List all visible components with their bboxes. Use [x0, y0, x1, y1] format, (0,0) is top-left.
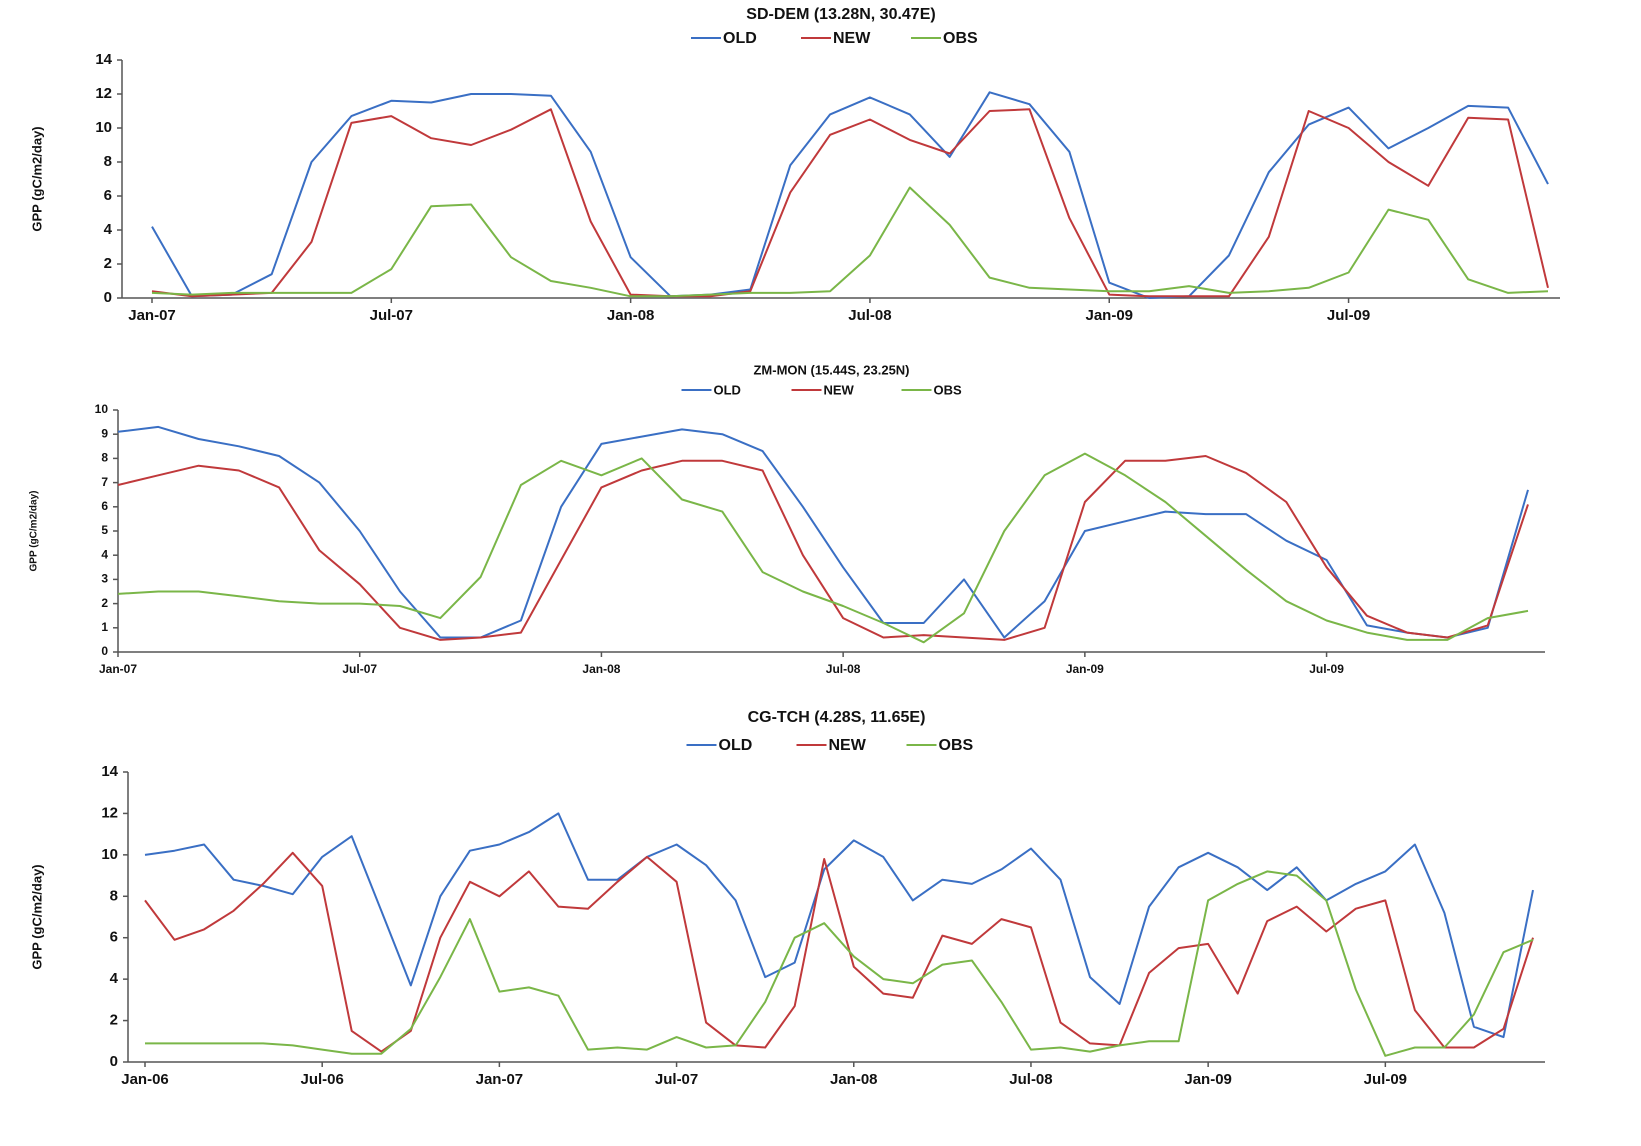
x-tick-label: Jul-09 [1327, 307, 1370, 324]
y-tick-label: 8 [104, 153, 112, 170]
chart-title: CG-TCH (4.28S, 11.65E) [748, 709, 926, 726]
y-tick-label: 10 [95, 402, 109, 416]
x-tick-label: Jan-09 [1184, 1071, 1232, 1088]
series-line [117, 452, 1529, 644]
y-tick-label: 6 [110, 929, 118, 946]
y-tick-label: 7 [101, 475, 108, 489]
series-line [144, 812, 1534, 1039]
y-tick-label: 14 [101, 763, 118, 780]
y-tick-label: 12 [95, 85, 112, 102]
x-tick-label: Jan-06 [121, 1071, 169, 1088]
y-tick-label: 14 [95, 51, 112, 68]
legend-label: OLD [714, 382, 741, 397]
x-tick-label: Jan-08 [607, 307, 655, 324]
x-tick-label: Jul-07 [370, 307, 413, 324]
x-tick-label: Jan-09 [1085, 307, 1133, 324]
y-tick-label: 6 [104, 187, 112, 204]
y-tick-label: 2 [110, 1012, 118, 1029]
series-line [117, 425, 1529, 639]
y-tick-label: 1 [101, 620, 108, 634]
legend-label: OLD [719, 737, 753, 754]
x-tick-label: Jan-09 [1066, 662, 1104, 676]
y-tick-label: 2 [104, 255, 112, 272]
series-line [144, 851, 1534, 1053]
x-tick-label: Jan-07 [476, 1071, 524, 1088]
legend-label: NEW [833, 30, 871, 47]
series-line [151, 91, 1549, 299]
chart-title: SD-DEM (13.28N, 30.47E) [746, 6, 935, 23]
y-tick-label: 0 [101, 644, 108, 658]
x-tick-label: Jul-08 [848, 307, 891, 324]
x-tick-label: Jan-07 [99, 662, 137, 676]
y-tick-label: 8 [101, 451, 108, 465]
y-axis-label: GPP (gC/m2/day) [29, 864, 44, 969]
y-tick-label: 4 [110, 970, 119, 987]
legend-label: NEW [824, 382, 855, 397]
y-tick-label: 0 [104, 289, 112, 306]
x-tick-label: Jan-07 [128, 307, 176, 324]
y-tick-label: 0 [110, 1053, 118, 1070]
series-line [145, 870, 1534, 1057]
y-tick-label: 10 [101, 846, 118, 863]
legend-label: OBS [934, 382, 963, 397]
x-tick-label: Jul-06 [301, 1071, 344, 1088]
x-tick-label: Jul-09 [1309, 662, 1344, 676]
legend-label: NEW [829, 737, 867, 754]
y-tick-label: 8 [110, 887, 118, 904]
y-tick-label: 2 [101, 596, 108, 610]
legend-label: OBS [943, 30, 978, 47]
x-tick-label: Jul-07 [342, 662, 377, 676]
y-tick-label: 4 [101, 547, 108, 561]
y-tick-label: 12 [101, 804, 118, 821]
series-line [151, 186, 1549, 298]
series-line [151, 108, 1549, 298]
series-line [117, 455, 1529, 641]
chart-title: ZM-MON (15.44S, 23.25N) [753, 362, 909, 377]
x-tick-label: Jul-09 [1364, 1071, 1407, 1088]
x-tick-label: Jul-08 [826, 662, 861, 676]
x-tick-label: Jan-08 [830, 1071, 878, 1088]
y-tick-label: 9 [101, 426, 108, 440]
y-tick-label: 5 [101, 523, 108, 537]
legend-label: OBS [939, 737, 974, 754]
legend-label: OLD [723, 30, 757, 47]
y-tick-label: 10 [95, 119, 112, 136]
x-tick-label: Jul-07 [655, 1071, 698, 1088]
y-tick-label: 6 [101, 499, 108, 513]
x-tick-label: Jan-08 [582, 662, 620, 676]
y-tick-label: 4 [104, 221, 113, 238]
x-tick-label: Jul-08 [1009, 1071, 1052, 1088]
y-axis-label: GPP (gC/m2/day) [29, 126, 44, 231]
y-tick-label: 3 [101, 572, 108, 586]
y-axis-label: GPP (gC/m2/day) [29, 491, 40, 572]
